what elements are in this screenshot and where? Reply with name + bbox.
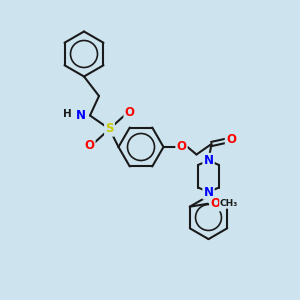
Text: O: O xyxy=(124,106,135,119)
Text: N: N xyxy=(76,109,86,122)
Text: O: O xyxy=(210,197,220,210)
Text: N: N xyxy=(203,185,214,199)
Text: CH₃: CH₃ xyxy=(220,199,238,208)
Text: O: O xyxy=(176,140,187,154)
Text: O: O xyxy=(226,133,236,146)
Text: O: O xyxy=(84,139,94,152)
Text: N: N xyxy=(203,154,214,167)
Text: H: H xyxy=(63,109,72,119)
Text: S: S xyxy=(105,122,114,136)
